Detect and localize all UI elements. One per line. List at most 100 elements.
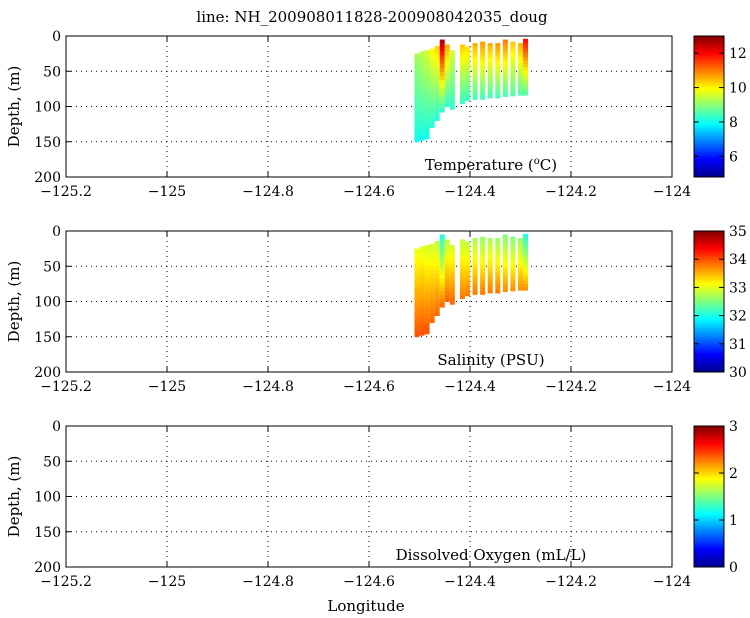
data-profile-segment — [518, 275, 523, 280]
data-profile-segment — [439, 67, 445, 73]
data-profile-segment — [449, 106, 455, 110]
data-profile-segment — [414, 117, 420, 123]
data-profile-segment — [502, 58, 508, 63]
data-profile-segment — [480, 288, 486, 292]
data-profile-segment — [434, 58, 440, 63]
x-tick-label: −124.4 — [444, 184, 496, 200]
data-profile-segment — [424, 79, 430, 86]
data-profile-segment — [439, 262, 445, 268]
data-profile-segment — [464, 250, 470, 255]
data-profile-segment — [419, 120, 425, 126]
data-profile-segment — [480, 255, 486, 260]
data-profile-segment — [459, 100, 465, 105]
y-tick-label: 150 — [34, 525, 61, 541]
data-profile-segment — [424, 289, 430, 295]
data-profile-segment — [439, 83, 445, 89]
data-profile-segment — [419, 115, 425, 121]
data-profile-segment — [518, 51, 523, 56]
data-profile-segment — [495, 244, 501, 248]
data-profile-segment — [523, 45, 529, 49]
data-profile-segment — [495, 52, 501, 56]
data-profile-segment — [480, 239, 486, 244]
data-profile-segment — [444, 260, 450, 264]
data-profile-segment — [444, 242, 450, 247]
data-profile-segment — [419, 305, 425, 312]
data-profile-segment — [495, 94, 501, 99]
data-profile-segment — [429, 88, 435, 93]
data-profile-segment — [523, 233, 529, 238]
data-profile-segment — [414, 58, 420, 64]
data-profile-segment — [439, 258, 445, 264]
colorbar-tick-label: 30 — [729, 365, 747, 381]
data-profile-segment — [414, 322, 420, 328]
data-profile-segment — [414, 102, 420, 108]
data-profile-segment — [414, 312, 420, 318]
data-profile-segment — [480, 284, 486, 289]
data-profile-segment — [444, 284, 450, 289]
data-profile-segment — [487, 61, 493, 65]
data-profile-segment — [523, 258, 529, 263]
x-tick-label: −124.6 — [343, 574, 395, 590]
data-profile-segment — [434, 278, 440, 283]
data-profile-segment — [449, 59, 455, 64]
data-profile-segment — [439, 278, 445, 284]
data-profile-segment — [449, 281, 455, 285]
data-profile-segment — [424, 279, 430, 285]
data-profile-segment — [424, 304, 430, 310]
data-profile-segment — [429, 265, 435, 271]
data-profile-segment — [459, 54, 465, 59]
data-profile-segment — [464, 256, 470, 261]
data-profile-segment — [502, 90, 508, 94]
data-profile-segment — [495, 61, 501, 65]
data-profile-segment — [464, 82, 470, 87]
data-profile-segment — [449, 251, 455, 256]
data-profile-segment — [472, 288, 478, 292]
data-profile-segment — [502, 68, 508, 72]
data-profile-segment — [424, 274, 430, 281]
data-profile-segment — [449, 56, 455, 61]
data-profile-segment — [487, 91, 493, 96]
data-profile-segment — [510, 245, 516, 250]
data-profile-segment — [518, 284, 523, 288]
data-profile-segment — [459, 83, 465, 88]
data-profile-segment — [518, 243, 523, 248]
data-profile-segment — [459, 265, 465, 270]
data-profile-segment — [449, 297, 455, 302]
data-profile-segment — [459, 292, 465, 296]
data-profile-segment — [472, 74, 478, 78]
data-profile-segment — [495, 238, 501, 242]
data-profile-segment — [449, 271, 455, 276]
data-profile-segment — [449, 264, 455, 269]
data-profile-segment — [518, 281, 523, 285]
data-profile-segment — [523, 51, 529, 55]
data-profile-segment — [502, 39, 508, 44]
data-profile-segment — [495, 58, 501, 62]
data-profile-segment — [518, 246, 523, 251]
data-profile-segment — [444, 253, 450, 258]
data-profile-segment — [444, 99, 450, 104]
data-profile-segment — [429, 300, 435, 306]
data-profile-segment — [472, 52, 478, 56]
data-profile-segment — [444, 270, 450, 275]
data-profile-segment — [502, 256, 508, 261]
data-profile-segment — [439, 286, 445, 292]
colorbar-tick-label: 31 — [729, 337, 747, 353]
data-profile-segment — [502, 269, 508, 273]
data-profile-segment — [502, 272, 508, 277]
data-profile-segment — [487, 58, 493, 62]
data-profile-segment — [480, 262, 486, 266]
data-profile-segment — [495, 286, 501, 291]
data-profile-segment — [480, 67, 486, 71]
data-profile-segment — [464, 73, 470, 78]
data-profile-segment — [495, 262, 501, 266]
data-profile-segment — [424, 129, 430, 135]
data-profile-segment — [444, 44, 450, 49]
x-axis-label: Longitude — [327, 597, 404, 615]
data-profile-segment — [459, 242, 465, 247]
data-profile-segment — [495, 241, 501, 245]
data-profile-segment — [487, 253, 493, 257]
data-profile-segment — [495, 250, 501, 254]
data-profile-segment — [434, 74, 440, 80]
data-profile-segment — [502, 234, 508, 239]
data-profile-segment — [480, 275, 486, 279]
